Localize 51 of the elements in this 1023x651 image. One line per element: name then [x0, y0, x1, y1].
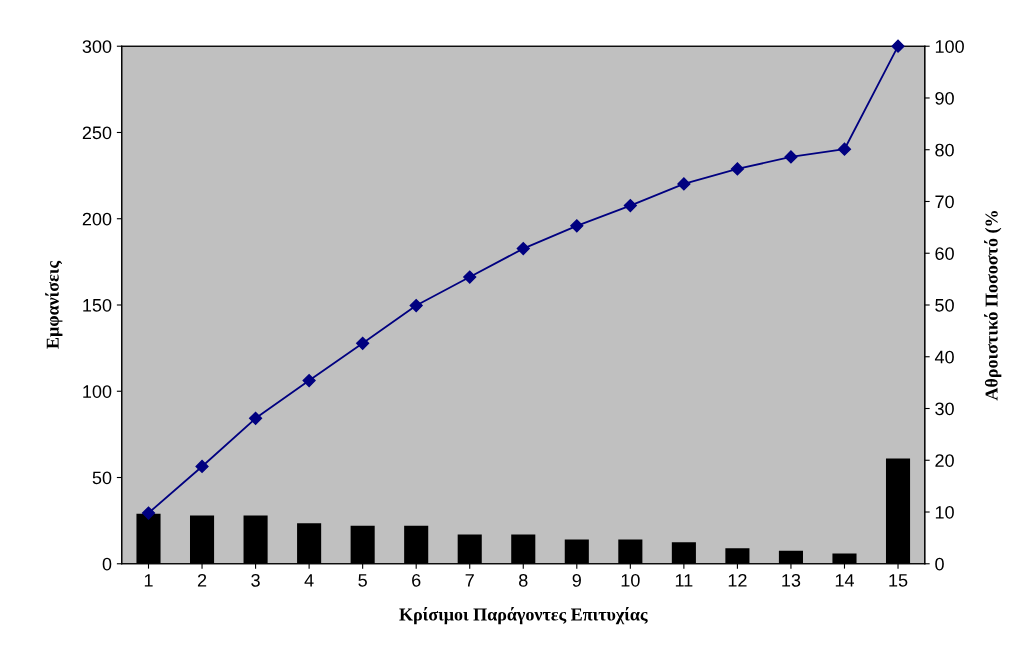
y2-tick-label: 60 — [935, 247, 954, 260]
x-tick-label: 11 — [675, 574, 693, 587]
point — [784, 150, 798, 164]
point — [891, 39, 905, 53]
point — [463, 270, 477, 284]
x-tick-label: 9 — [572, 573, 581, 587]
x-tick-label: 15 — [889, 574, 908, 587]
point — [302, 373, 316, 388]
x-tick-label: 12 — [728, 573, 747, 587]
point — [409, 298, 423, 313]
y2-axis-title: Αθροιστικό Ποσοστό (% — [984, 211, 1002, 401]
point — [837, 142, 852, 156]
y-tick-label: 0 — [102, 557, 112, 571]
y2-tick-label: 0 — [935, 557, 944, 571]
point — [356, 336, 370, 350]
y2-tick-label: 10 — [935, 505, 954, 519]
y2-tick-label: 80 — [935, 143, 954, 157]
y2-tick-label: 40 — [934, 350, 954, 364]
point — [623, 199, 637, 213]
y2-tick-label: 50 — [935, 298, 954, 312]
y-tick-label: 100 — [83, 385, 112, 398]
x-tick-label: 8 — [519, 573, 528, 587]
x-tick-label: 1 — [144, 574, 153, 587]
x-tick-label: 14 — [835, 574, 854, 587]
y2-tick-label: 100 — [935, 40, 964, 53]
y-tick-label: 200 — [82, 212, 112, 226]
point — [677, 177, 691, 191]
x-tick-label: 5 — [358, 574, 367, 587]
y-tick-label: 150 — [83, 298, 112, 312]
y2-tick-label: 20 — [935, 454, 954, 467]
point — [730, 162, 745, 176]
point — [248, 411, 263, 425]
y-tick-label: 250 — [82, 126, 112, 140]
point — [570, 219, 584, 233]
y2-tick-label: 30 — [935, 402, 954, 416]
x-tick-label: 3 — [251, 573, 260, 587]
x-tick-label: 4 — [304, 574, 314, 587]
y-tick-label: 50 — [92, 471, 112, 485]
x-tick-label: 10 — [621, 573, 640, 587]
y-tick-label: 300 — [82, 40, 112, 53]
point — [516, 241, 530, 256]
point — [141, 506, 156, 520]
x-tick-label: 13 — [782, 573, 801, 587]
y2-tick-label: 70 — [935, 195, 954, 209]
x-tick-label: 2 — [197, 573, 207, 587]
point — [195, 459, 209, 474]
y-axis-title: Εμφανίσεις — [45, 260, 63, 349]
x-tick-label: 7 — [465, 574, 474, 587]
y2-tick-label: 90 — [935, 91, 954, 105]
x-tick-label: 6 — [412, 573, 421, 587]
x-axis-title: Κρίσιμοι Παράγοντες Επιτυχίας — [399, 606, 648, 625]
